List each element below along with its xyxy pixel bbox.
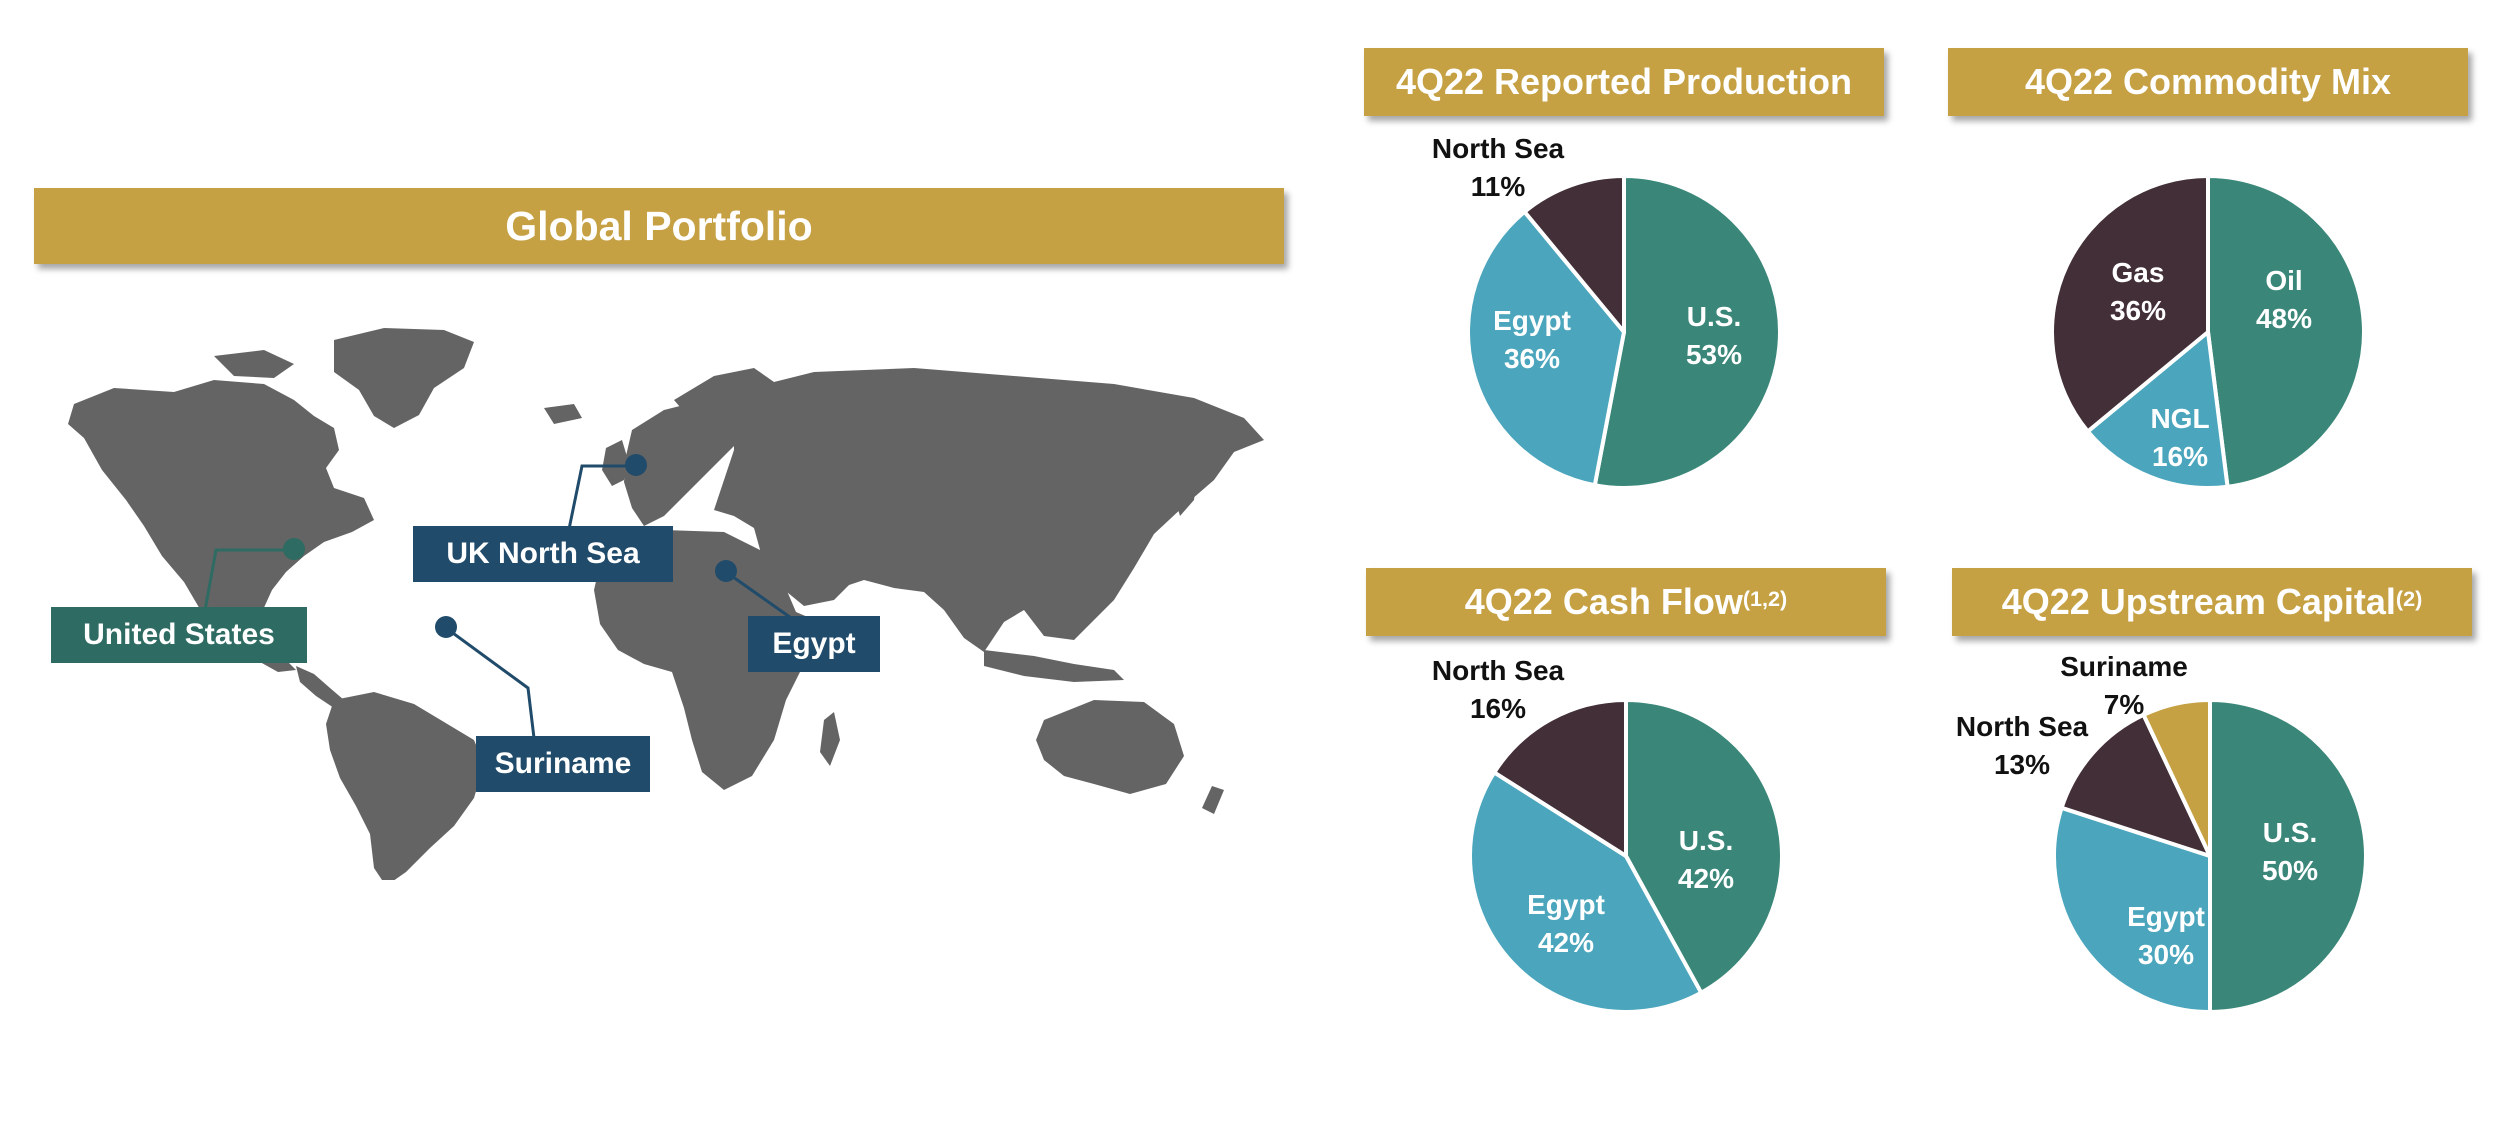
pie-svg: U.S. 53% Egypt 36% North Sea 11%: [1432, 133, 1782, 490]
pie-svg: U.S. 50% Egypt 30% North Sea 13%Suriname 7%: [1956, 651, 2368, 1014]
chart-banner-cash-flow: 4Q22 Cash Flow (1,2): [1366, 568, 1886, 636]
suriname-location-pin: [435, 616, 457, 638]
pie-slice-north-sea: [2059, 712, 2212, 858]
madagascar-shape: [820, 712, 840, 766]
chart-title: 4Q22 Reported Production: [1395, 61, 1853, 102]
pie-svg: U.S. 42% Egypt 42% North Sea 16%: [1432, 655, 1784, 1014]
suriname-leader-line: [445, 626, 536, 739]
map-label-uk-north-sea-text: UK North Sea: [446, 537, 640, 570]
pie-label-ngl: NGL 16%: [2150, 403, 2209, 472]
arctic-islands-shape: [214, 350, 294, 378]
chart-title: 4Q22 Commodity Mix: [2024, 61, 2392, 102]
global-portfolio-banner: Global Portfolio: [34, 188, 1284, 264]
chart-title: 4Q22 Cash Flow: [1464, 581, 1743, 622]
world-map-svg: [68, 328, 1264, 886]
pie-label-u-s-: U.S. 50%: [2262, 817, 2318, 886]
pie-chart-cash-flow: U.S. 42% Egypt 42% North Sea 16%: [1350, 580, 1902, 1132]
pie-slice-u-s-: [1624, 698, 1784, 995]
map-label-uk-north-sea: UK North Sea: [413, 526, 673, 582]
pie-slice-egypt: [1466, 209, 1626, 488]
pie-slice-ngl: [2085, 330, 2230, 490]
pie-slice-north-sea: [1522, 174, 1626, 334]
europe-shape: [624, 392, 754, 526]
us-location-pin: [283, 538, 305, 560]
pie-slice-suriname: [2141, 698, 2212, 858]
australia-shape: [1036, 700, 1184, 794]
pie-svg: Oil 48% NGL 16% Gas 36%: [2050, 174, 2366, 490]
pie-label-egypt: Egypt 42%: [1527, 889, 1605, 958]
pie-slice-u-s-: [2208, 698, 2368, 1014]
pie-label-gas: Gas 36%: [2110, 257, 2166, 326]
iceland-shape: [544, 404, 582, 424]
map-label-suriname: Suriname: [476, 736, 650, 792]
uk-location-pin: [625, 454, 647, 476]
chart-title-superscript: (2): [2395, 585, 2423, 611]
pie-label-north-sea: North Sea 11%: [1432, 133, 1565, 202]
pie-label-north-sea: North Sea 13%: [1956, 711, 2089, 780]
pie-label-egypt: Egypt 36%: [1493, 305, 1571, 374]
us-leader-line: [202, 548, 290, 617]
pie-label-egypt: Egypt 30%: [2127, 901, 2205, 970]
map-label-suriname-text: Suriname: [494, 747, 632, 780]
scandinavia-shape: [674, 368, 774, 428]
world-map: [34, 320, 1294, 886]
south-america-shape: [326, 692, 484, 886]
pie-slice-gas: [2050, 174, 2210, 434]
chart-banner-commodity-mix: 4Q22 Commodity Mix: [1948, 48, 2468, 116]
uk-shape: [602, 440, 628, 486]
global-portfolio-title: Global Portfolio: [505, 202, 813, 249]
new-zealand-shape: [1202, 786, 1224, 814]
chart-title: 4Q22 Upstream Capital: [2001, 581, 2396, 622]
pie-label-u-s-: U.S. 53%: [1686, 301, 1742, 370]
pie-slice-egypt: [1468, 770, 1704, 1014]
chart-banner-upstream-capital: 4Q22 Upstream Capital (2): [1952, 568, 2472, 636]
pie-label-north-sea: North Sea 16%: [1432, 655, 1565, 724]
pie-slice-u-s-: [1592, 174, 1782, 490]
chart-banner-reported-production: 4Q22 Reported Production: [1364, 48, 1884, 116]
map-label-egypt: Egypt: [748, 616, 880, 672]
chart-title-superscript: (1,2): [1742, 585, 1788, 611]
egypt-location-pin: [715, 560, 737, 582]
north-america-shape: [68, 380, 374, 672]
pie-chart-commodity-mix: Oil 48% NGL 16% Gas 36%: [1932, 56, 2484, 608]
pie-chart-reported-production: U.S. 53% Egypt 36% North Sea 11%: [1348, 56, 1900, 608]
pie-label-oil: Oil 48%: [2256, 265, 2312, 334]
pie-chart-upstream-capital: U.S. 50% Egypt 30% North Sea 13% Suriname 7%: [1934, 580, 2486, 1132]
map-label-united-states: United States: [51, 607, 307, 663]
central-america-shape: [296, 666, 344, 708]
greenland-shape: [334, 328, 474, 428]
middle-east-shape: [754, 528, 854, 606]
pie-label-u-s-: U.S. 42%: [1678, 825, 1734, 894]
pie-label-suriname: Suriname 7%: [2060, 651, 2188, 720]
japan-shape: [1174, 460, 1198, 516]
africa-shape: [594, 530, 824, 790]
pie-slice-north-sea: [1492, 698, 1628, 858]
egypt-leader-line: [725, 570, 795, 622]
pie-slice-egypt: [2052, 805, 2212, 1014]
map-label-united-states-text: United States: [83, 618, 275, 651]
indonesia-shape: [984, 650, 1124, 682]
uk-leader-line: [566, 464, 636, 535]
pie-slice-oil: [2206, 174, 2366, 489]
map-label-egypt-text: Egypt: [772, 627, 856, 660]
